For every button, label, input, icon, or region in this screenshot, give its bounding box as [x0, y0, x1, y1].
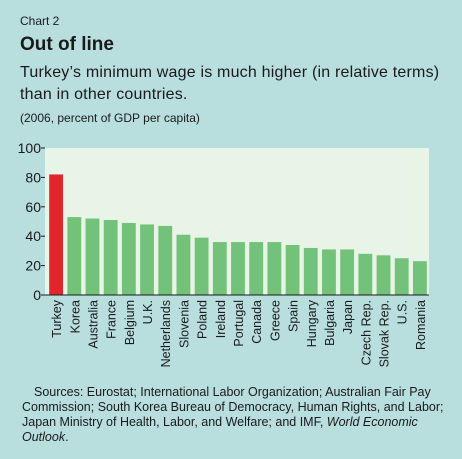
- x-category-label: Japan: [341, 300, 355, 334]
- x-category-label: Spain: [287, 300, 301, 332]
- bar-france: [103, 220, 118, 295]
- x-category-label: Netherlands: [159, 300, 173, 367]
- bar-bulgaria: [322, 249, 336, 295]
- x-category-label: Greece: [268, 300, 282, 341]
- x-category-label: Korea: [68, 300, 82, 333]
- bar-u-k: [140, 224, 154, 295]
- bar-ireland: [212, 242, 227, 295]
- bar-portugal: [231, 242, 245, 295]
- bar-romania: [412, 261, 427, 295]
- x-category-label: Czech Rep.: [359, 300, 373, 365]
- y-tick-label: 0: [33, 287, 41, 303]
- chart-number-label: Chart 2: [20, 14, 60, 28]
- bar-belgium: [121, 222, 136, 295]
- x-category-label: Turkey: [50, 299, 64, 337]
- x-category-label: Slovenia: [177, 300, 191, 348]
- bar-slovak-rep: [376, 255, 391, 295]
- sources-italic-title: World Economic Outlook: [22, 415, 418, 444]
- x-category-label: Belgium: [123, 300, 137, 345]
- x-category-label: Bulgaria: [323, 300, 337, 346]
- x-category-label: Slovak Rep.: [378, 300, 392, 367]
- x-category-label: Australia: [86, 300, 100, 349]
- bar-chart: 0 20 40 60 80 100 Turkey Korea Australia France B…: [18, 140, 429, 367]
- y-tick-label: 40: [25, 228, 41, 244]
- sources-end: .: [65, 430, 69, 444]
- sources-note: Sources: Eurostat; International Labor O…: [22, 385, 447, 445]
- x-category-label: U.S.: [396, 300, 410, 324]
- bar-hungary: [303, 247, 318, 295]
- chart-title: Out of line: [20, 34, 114, 55]
- x-category-label: U.K.: [141, 300, 155, 324]
- sources-text: Sources: Eurostat; International Labor O…: [22, 385, 444, 429]
- x-category-label: Poland: [196, 300, 210, 339]
- bar-czech-rep: [358, 253, 373, 295]
- x-category-label: France: [105, 300, 119, 339]
- x-category-label: Canada: [250, 300, 264, 344]
- x-category-label: Ireland: [214, 300, 228, 338]
- y-tick-label: 60: [25, 199, 41, 215]
- bar-greece: [267, 242, 282, 295]
- bar-japan: [340, 249, 355, 295]
- bar-poland: [194, 237, 209, 295]
- x-category-label: Romania: [414, 300, 428, 350]
- bar-korea: [67, 217, 82, 295]
- bar-spain: [285, 245, 300, 295]
- bar-turkey: [49, 174, 64, 295]
- x-category-label: Portugal: [232, 300, 246, 347]
- bar-netherlands: [158, 225, 173, 295]
- units-note: (2006, percent of GDP per capita): [20, 111, 200, 125]
- y-tick-label: 100: [18, 140, 42, 156]
- bar-u-s: [394, 258, 409, 295]
- y-tick-label: 80: [25, 169, 41, 185]
- y-tick-label: 20: [25, 258, 41, 274]
- bar-slovenia: [176, 234, 191, 295]
- chart-subtitle: Turkey’s minimum wage is much higher (in…: [20, 64, 440, 103]
- bar-canada: [249, 242, 264, 295]
- bar-australia: [85, 218, 100, 295]
- x-category-label: Hungary: [305, 299, 319, 347]
